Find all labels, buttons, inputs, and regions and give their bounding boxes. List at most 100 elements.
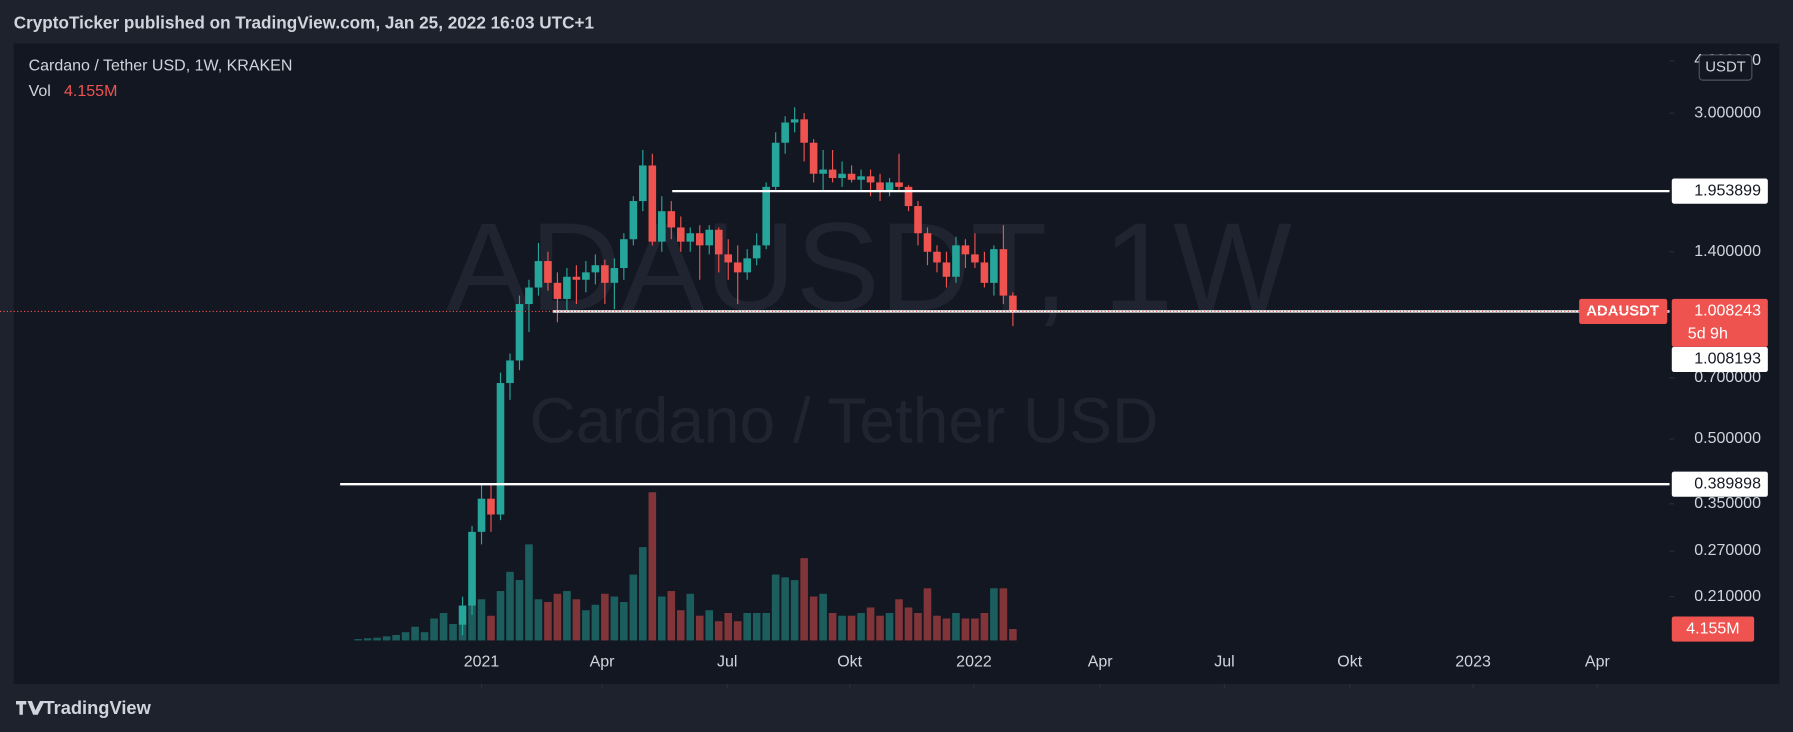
- volume-bar: [401, 632, 410, 641]
- volume-bar: [676, 610, 685, 641]
- volume-bar: [790, 580, 799, 641]
- volume-bar: [933, 615, 941, 641]
- chart-title: Cardano / Tether USD, 1W, KRAKEN: [29, 58, 293, 75]
- currency-label: USDT: [1705, 59, 1745, 75]
- x-tick-label: Apr: [590, 653, 616, 670]
- volume-bar: [629, 574, 638, 641]
- candle-body: [705, 229, 714, 246]
- candle-body: [980, 262, 989, 283]
- candle-body: [458, 605, 467, 625]
- volume-bar: [942, 618, 951, 641]
- candle-body: [553, 282, 562, 299]
- candle-body: [525, 287, 533, 305]
- candle-body: [601, 265, 609, 283]
- candle-body: [591, 265, 600, 273]
- y-tick-label: 0.500000: [1694, 430, 1761, 447]
- volume-bar: [819, 593, 827, 641]
- volume-bar: [553, 593, 562, 641]
- level-tag: [1671, 346, 1768, 373]
- watermark: ADAUSDT, 1W: [446, 196, 1292, 337]
- y-tick-label: 0.210000: [1694, 588, 1761, 605]
- volume-value: 4.155M: [64, 83, 117, 100]
- level-label: 0.389898: [1694, 475, 1761, 492]
- candle-body: [828, 169, 837, 179]
- volume-bar: [363, 638, 372, 641]
- level-tag: [1671, 471, 1768, 497]
- volume-bar: [857, 612, 865, 641]
- volume-bar: [771, 574, 780, 641]
- chart-area: [13, 43, 1780, 684]
- candle-body: [771, 142, 780, 187]
- candle-body: [800, 119, 808, 143]
- candle-body: [733, 262, 742, 273]
- y-tick-label: 1.400000: [1694, 243, 1761, 260]
- volume-bar: [733, 621, 742, 641]
- x-tick-label: Jul: [1214, 653, 1234, 670]
- volume-bar: [895, 599, 903, 641]
- candle-body: [819, 169, 827, 174]
- candle-body: [790, 119, 799, 123]
- candle-body: [544, 261, 552, 283]
- candle-body: [582, 272, 590, 280]
- plot: [340, 107, 1670, 641]
- candle-body: [971, 254, 979, 263]
- volume-bar: [695, 615, 704, 641]
- volume-bar: [563, 591, 571, 641]
- candle-body: [762, 186, 770, 246]
- candle-body: [933, 251, 941, 263]
- candle-body: [923, 233, 932, 252]
- volume-bar: [904, 607, 913, 641]
- candle-body: [610, 268, 619, 283]
- x-tick-label: Jul: [717, 653, 737, 670]
- candle-body: [952, 245, 960, 277]
- candle-body: [620, 239, 628, 269]
- x-tick-label: Okt: [837, 653, 862, 670]
- volume-bar: [411, 626, 419, 641]
- volume-bar: [392, 634, 400, 641]
- volume-bar: [809, 596, 818, 641]
- candle-body: [676, 227, 685, 242]
- volume-bar: [980, 612, 989, 641]
- volume-bar: [828, 612, 837, 641]
- volume-bar: [449, 623, 457, 641]
- volume-bar: [866, 607, 875, 641]
- candle-body: [895, 182, 903, 187]
- volume-bar: [914, 612, 922, 641]
- candle-body: [629, 201, 638, 240]
- volume-bar: [534, 599, 543, 641]
- volume-bar: [496, 591, 505, 641]
- volume-bar: [506, 571, 514, 641]
- volume-bar: [582, 610, 590, 641]
- countdown: 5d 9h: [1688, 326, 1728, 343]
- candle-body: [1009, 295, 1017, 312]
- volume-bar: [724, 612, 733, 641]
- volume-bar: [591, 604, 600, 641]
- volume-bar: [1009, 629, 1017, 641]
- level-tag: [1671, 178, 1768, 204]
- candle-body: [563, 276, 571, 299]
- candle-body: [658, 211, 666, 242]
- candle-body: [515, 304, 524, 361]
- volume-bar: [952, 612, 960, 641]
- volume-bar: [430, 618, 438, 641]
- volume-bar: [714, 621, 723, 641]
- candle-body: [648, 165, 657, 242]
- candle-body: [468, 531, 476, 606]
- candle-body: [724, 254, 733, 263]
- volume-bar: [620, 602, 628, 641]
- volume-tag-label: 4.155M: [1686, 620, 1739, 637]
- candle-body: [857, 176, 865, 180]
- candle-body: [838, 173, 846, 179]
- y-tick-label: 0.700000: [1694, 369, 1761, 386]
- volume-bar: [544, 602, 552, 641]
- volume-bar: [923, 588, 932, 641]
- x-tick-label: Apr: [1088, 653, 1114, 670]
- price-tag: [1671, 298, 1768, 347]
- footer-logo-text: TradingView: [43, 697, 151, 718]
- currency-box: [1698, 54, 1753, 81]
- candle-body: [942, 262, 951, 277]
- volume-bar: [420, 632, 429, 641]
- volume-bar: [439, 612, 448, 641]
